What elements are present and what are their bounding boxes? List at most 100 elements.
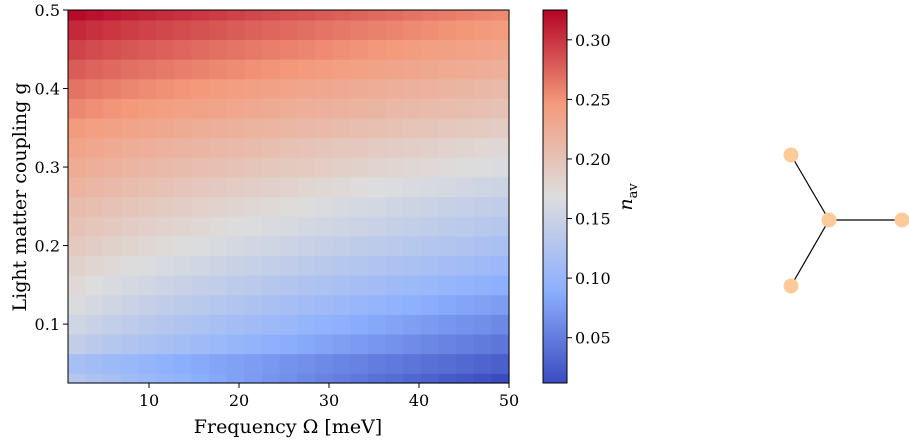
heatmap-cell [156,235,175,256]
heatmap-cell [120,333,140,355]
heatmap-cell [385,196,404,217]
heatmap-cell [279,59,298,80]
heatmap-cell [385,157,404,178]
heatmap-cell [420,10,440,21]
heatmap-cell [350,19,369,41]
heatmap-cell [367,10,387,21]
heatmap-cell [491,176,510,198]
heatmap-cell [209,373,228,384]
heatmap-cell [226,333,245,355]
heatmap-cell [173,353,193,374]
heatmap-cell [173,333,193,355]
heatmap-cell [226,78,245,99]
y-tick-label: 0.1 [35,315,60,334]
heatmap-cell [226,157,245,178]
heatmap-cell [314,196,334,217]
heatmap-cell [138,10,157,21]
heatmap-cell [297,373,316,384]
heatmap-cell [456,216,475,237]
colorbar-tick-label: 0.30 [575,31,611,50]
heatmap-cell [68,137,87,158]
heatmap-cell [156,196,175,217]
heatmap-cell [491,275,510,296]
heatmap-cell [350,117,369,139]
heatmap-cell [491,196,510,217]
heatmap-cell [156,137,175,158]
heatmap-cell [209,10,228,21]
heatmap-cell [473,157,492,178]
colorbar-tick-label: 0.20 [575,150,611,169]
heatmap-cell [314,235,334,256]
heatmap-cell [438,137,457,158]
heatmap-cell [332,157,351,178]
heatmap-cell [332,373,351,384]
heatmap-cell [332,176,351,198]
heatmap-cell [332,353,351,374]
heatmap-cell [226,59,245,80]
heatmap-cell [350,353,369,374]
heatmap-cell [209,157,228,178]
heatmap-cell [120,353,140,374]
heatmap-cell [438,275,457,296]
heatmap-cell [209,176,228,198]
heatmap-cell [385,98,404,119]
heatmap-cell [473,294,492,315]
heatmap-cell [85,19,104,41]
heatmap-cell [226,39,245,60]
heatmap-cell [120,176,140,198]
heatmap-cell [191,137,210,158]
heatmap-cell [85,235,104,256]
heatmap-cell [297,255,316,276]
heatmap-cell [103,98,122,119]
heatmap-cell [332,59,351,80]
heatmap-cell [244,117,263,139]
heatmap-cell [438,294,457,315]
heatmap-cell [403,373,422,384]
heatmap-cell [262,235,281,256]
heatmap-cell [473,373,492,384]
heatmap-cell [367,59,387,80]
heatmap-cell [314,255,334,276]
heatmap-cell [244,137,263,158]
heatmap-cell [244,10,263,21]
heatmap-cell [279,275,298,296]
heatmap-cell [120,196,140,217]
heatmap-cell [68,176,87,198]
heatmap-cell [279,176,298,198]
heatmap-cell [473,333,492,355]
heatmap-cell [191,333,210,355]
heatmap-cell [85,157,104,178]
heatmap-cell [403,314,422,335]
heatmap-cell [279,39,298,60]
heatmap-cell [156,157,175,178]
heatmap-cell [262,294,281,315]
heatmap-cell [85,314,104,335]
heatmap-cell [103,275,122,296]
y-axis-ticks: 0.1 0.2 0.3 0.4 0.5 [35,1,68,334]
heatmap-cell [350,98,369,119]
heatmap-cell [226,275,245,296]
heatmap-cell [332,117,351,139]
heatmap-cell [191,235,210,256]
heatmap-cell [367,137,387,158]
heatmap-cell [244,39,263,60]
heatmap-cell [385,333,404,355]
heatmap-cell [279,137,298,158]
heatmap-cell [191,59,210,80]
heatmap-cell [244,78,263,99]
heatmap-cell [244,294,263,315]
heatmap-cell [297,216,316,237]
heatmap-cell [332,294,351,315]
heatmap-cell [68,314,87,335]
heatmap-cell [120,137,140,158]
heatmap-cell [473,78,492,99]
x-axis-ticks: 10 20 30 40 50 [139,383,519,410]
heatmap-cell [226,176,245,198]
heatmap-cell [456,314,475,335]
x-tick-label: 50 [499,391,519,410]
heatmap-cell [85,294,104,315]
heatmap-cell [438,157,457,178]
heatmap-cell [456,19,475,41]
heatmap-cell [456,353,475,374]
heatmap-cell [191,10,210,21]
